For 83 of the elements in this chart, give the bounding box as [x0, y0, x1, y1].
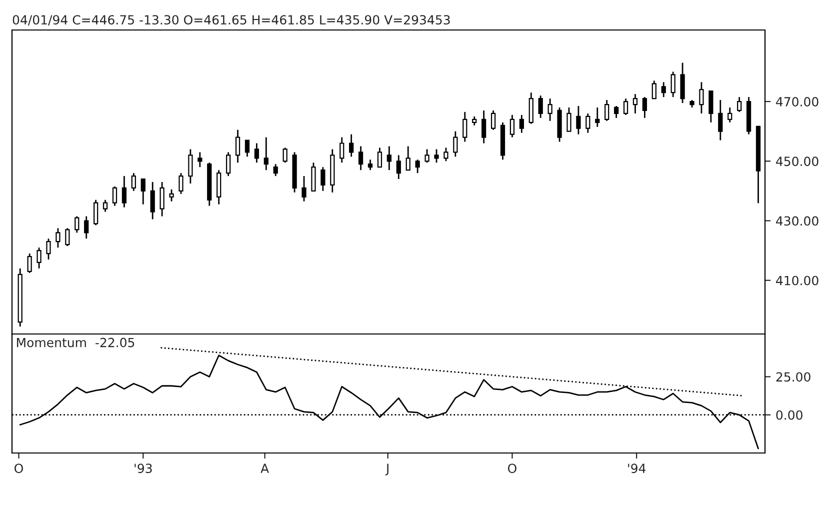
x-tick-label: '93	[134, 464, 152, 474]
candlestick	[538, 94, 543, 119]
candlestick	[424, 148, 430, 164]
candlestick	[586, 112, 590, 134]
candlestick	[198, 152, 202, 168]
candlestick	[415, 158, 420, 174]
candlestick	[406, 146, 410, 171]
candlestick	[737, 96, 742, 113]
candlestick	[349, 134, 354, 158]
x-tick-label: O	[14, 464, 23, 474]
candlestick	[718, 99, 723, 141]
candlestick	[244, 140, 250, 158]
candlestick	[377, 147, 382, 168]
candlestick	[65, 228, 70, 247]
candlestick	[652, 80, 656, 100]
candlestick	[102, 199, 108, 212]
candlestick	[728, 106, 732, 124]
candlestick	[188, 148, 193, 184]
candlestick	[444, 147, 448, 162]
x-tick-label: O	[508, 464, 516, 474]
candlestick	[386, 146, 392, 171]
y-tick-label: 410.00	[776, 276, 818, 286]
candlestick	[112, 186, 118, 207]
y-tick-label: 25.00	[776, 372, 810, 382]
candlestick	[178, 172, 184, 195]
candlestick	[226, 152, 231, 177]
candlestick	[708, 90, 714, 124]
candlestick	[632, 93, 638, 114]
chart-title: Momentum -22.05	[16, 338, 134, 348]
y-tick-label: 0.00	[776, 410, 802, 420]
candlestick	[699, 81, 704, 114]
candlestick	[528, 92, 534, 125]
candlestick	[131, 172, 136, 192]
candlestick	[661, 81, 666, 98]
candlestick	[462, 111, 468, 142]
y-tick-label: 430.00	[776, 216, 818, 226]
chart-title: 04/01/94 C=446.75 -13.30 O=461.65 H=461.85 L=435.90 V=293453	[12, 15, 450, 26]
candlestick	[84, 216, 89, 240]
candlestick	[519, 114, 524, 134]
candlestick	[680, 62, 685, 104]
candlestick	[56, 228, 60, 248]
candlestick	[160, 181, 164, 217]
candlestick	[490, 110, 496, 131]
candlestick	[122, 175, 127, 208]
x-tick-label: A	[260, 464, 269, 473]
candlestick	[623, 98, 628, 116]
candlestick	[614, 105, 619, 119]
y-tick-label: 450.00	[776, 156, 818, 166]
candlestick	[235, 129, 240, 164]
candlestick	[434, 148, 439, 164]
candlestick	[368, 158, 373, 171]
candlestick	[169, 188, 174, 202]
candlestick	[670, 71, 676, 98]
candlestick	[595, 106, 600, 128]
candlestick	[94, 199, 98, 226]
candlestick	[74, 216, 80, 234]
candlestick	[254, 142, 260, 164]
candlestick	[264, 136, 268, 171]
candlestick	[36, 246, 42, 270]
candlestick	[320, 166, 326, 192]
candlestick	[216, 169, 222, 206]
candlestick	[566, 106, 572, 132]
candlestick	[311, 162, 316, 192]
candlestick	[548, 98, 552, 122]
candlestick	[510, 114, 515, 138]
x-tick-label: J	[385, 464, 388, 476]
candlestick	[604, 99, 610, 122]
candlestick	[576, 105, 581, 136]
candlestick	[453, 130, 458, 158]
candlestick	[282, 147, 288, 164]
candlestick	[150, 181, 155, 220]
candlestick	[273, 163, 278, 177]
candlestick	[358, 146, 364, 171]
candlestick	[302, 175, 306, 202]
candlestick	[481, 110, 486, 144]
candlestick	[46, 238, 51, 260]
candlestick	[642, 96, 647, 119]
candlestick	[27, 252, 32, 274]
candlestick	[140, 178, 146, 206]
y-tick-label: 470.00	[776, 97, 818, 106]
x-tick-label: '94	[628, 464, 646, 474]
candlestick	[396, 154, 401, 180]
candlestick	[340, 136, 344, 164]
